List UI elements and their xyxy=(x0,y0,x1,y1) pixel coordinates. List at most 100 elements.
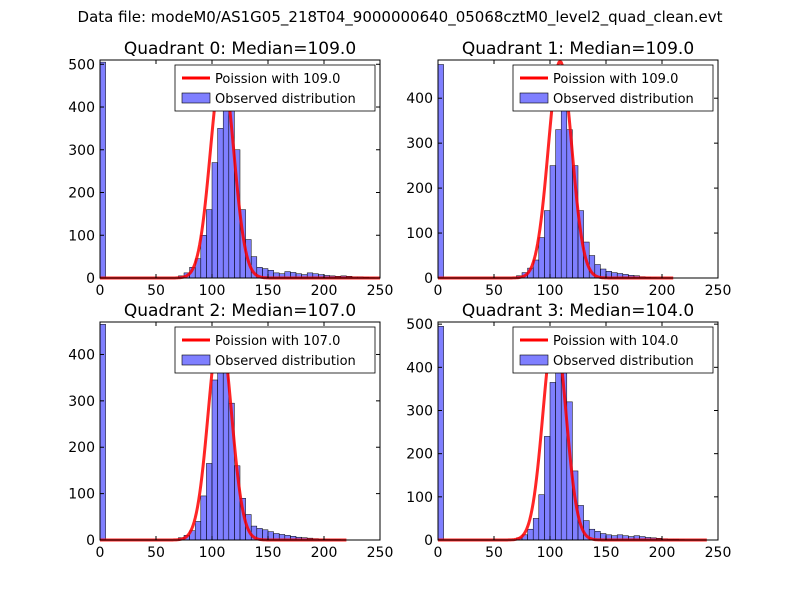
axes-frame xyxy=(437,321,719,541)
x-tick-label: 150 xyxy=(255,283,282,299)
legend: Poission with 109.0 Observed distribution xyxy=(512,64,714,112)
legend: Poission with 107.0 Observed distribution xyxy=(174,326,376,374)
y-tick-label: 300 xyxy=(406,403,433,419)
x-tick-label: 50 xyxy=(485,545,503,561)
histogram-bar xyxy=(532,518,540,541)
subplot-title: Quadrant 3: Median=104.0 xyxy=(462,301,694,321)
x-tick-label: 100 xyxy=(537,283,564,299)
histogram-bar xyxy=(538,494,545,541)
legend-poisson-label: Poission with 107.0 xyxy=(215,334,340,349)
histogram-bar xyxy=(99,61,106,279)
x-tick-label: 250 xyxy=(705,545,732,561)
histogram-bar xyxy=(544,436,551,541)
histogram-bar xyxy=(200,495,207,541)
axes-frame xyxy=(437,59,719,279)
quadrant-1-plot: Quadrant 1: Median=109.0 0 50 100 150 200 250 0… xyxy=(406,39,731,299)
y-tick-label: 100 xyxy=(406,490,433,506)
histogram-bar xyxy=(549,165,556,279)
histogram-bar xyxy=(555,129,562,279)
x-tick-label: 100 xyxy=(537,545,564,561)
histogram-bar xyxy=(206,463,213,541)
x-tick-label: 250 xyxy=(367,283,394,299)
histogram-bar xyxy=(217,128,224,279)
y-tick-label: 400 xyxy=(406,91,433,107)
histogram-bar xyxy=(527,528,534,541)
quadrant-3-plot: Quadrant 3: Median=104.0 0 50 100 150 200 250 0… xyxy=(406,301,731,561)
y-tick-label: 100 xyxy=(406,226,433,242)
subplot-title: Quadrant 2: Median=107.0 xyxy=(124,301,356,321)
x-tick-label: 100 xyxy=(199,283,226,299)
histogram-bar xyxy=(437,64,444,279)
x-tick-label: 50 xyxy=(485,283,503,299)
x-tick-label: 200 xyxy=(311,283,338,299)
subplot-title: Quadrant 0: Median=109.0 xyxy=(124,39,356,59)
y-tick-label: 400 xyxy=(68,100,95,116)
y-tick-label: 300 xyxy=(68,394,95,410)
x-tick-label: 0 xyxy=(96,283,105,299)
legend-poisson-label: Poission with 104.0 xyxy=(553,334,678,349)
y-tick-label: 400 xyxy=(68,347,95,363)
axes-frame xyxy=(99,59,381,279)
y-tick-label: 100 xyxy=(68,487,95,503)
y-tick-label: 200 xyxy=(68,186,95,202)
y-tick-label: 300 xyxy=(406,136,433,152)
x-tick-label: 200 xyxy=(311,545,338,561)
x-tick-label: 150 xyxy=(593,283,620,299)
legend-observed-swatch xyxy=(181,354,211,366)
x-tick-label: 200 xyxy=(649,283,676,299)
y-tick-label: 200 xyxy=(68,440,95,456)
quadrant-0-plot: Quadrant 0: Median=109.0 0 50 100 150 200 250 0… xyxy=(68,39,393,299)
histogram-bar xyxy=(538,237,545,279)
legend-poisson-label: Poission with 109.0 xyxy=(553,72,678,87)
x-tick-label: 50 xyxy=(147,545,165,561)
x-tick-label: 200 xyxy=(649,545,676,561)
x-tick-label: 150 xyxy=(255,545,282,561)
legend: Poission with 104.0 Observed distribution xyxy=(512,326,714,374)
legend-observed-label: Observed distribution xyxy=(553,92,694,107)
figure-title: Data file: modeM0/AS1G05_218T04_90000006… xyxy=(77,8,723,26)
legend-observed-label: Observed distribution xyxy=(215,92,356,107)
legend-observed-label: Observed distribution xyxy=(215,354,356,369)
histogram-bar xyxy=(99,324,106,541)
histogram-bar xyxy=(549,382,556,541)
legend-poisson-label: Poission with 109.0 xyxy=(215,72,340,87)
y-tick-label: 300 xyxy=(68,143,95,159)
histogram-bar xyxy=(211,379,218,541)
legend-observed-label: Observed distribution xyxy=(553,354,694,369)
x-tick-label: 0 xyxy=(434,283,443,299)
legend-box xyxy=(174,64,376,112)
x-tick-label: 100 xyxy=(199,545,226,561)
legend: Poission with 109.0 Observed distribution xyxy=(174,64,376,112)
y-tick-label: 500 xyxy=(68,57,95,73)
y-tick-label: 500 xyxy=(406,317,433,333)
y-tick-label: 200 xyxy=(406,181,433,197)
x-tick-label: 250 xyxy=(705,283,732,299)
histogram-bar xyxy=(211,162,218,279)
y-tick-label: 0 xyxy=(424,271,433,287)
legend-observed-swatch xyxy=(519,92,549,104)
quadrant-2-plot: Quadrant 2: Median=107.0 0 50 100 150 200 250 0… xyxy=(68,301,393,561)
legend-observed-swatch xyxy=(181,92,211,104)
histogram-bar xyxy=(437,326,444,541)
x-tick-label: 150 xyxy=(593,545,620,561)
y-tick-label: 0 xyxy=(86,533,95,549)
y-tick-label: 400 xyxy=(406,360,433,376)
y-tick-label: 100 xyxy=(68,228,95,244)
x-tick-label: 0 xyxy=(434,545,443,561)
x-tick-label: 250 xyxy=(367,545,394,561)
legend-observed-swatch xyxy=(519,354,549,366)
axes-frame xyxy=(99,321,381,541)
histogram-bar xyxy=(544,210,551,279)
histogram-bar xyxy=(194,521,202,541)
subplot-title: Quadrant 1: Median=109.0 xyxy=(462,39,694,59)
y-tick-label: 0 xyxy=(424,533,433,549)
x-tick-label: 50 xyxy=(147,283,165,299)
legend-box xyxy=(174,326,376,374)
x-tick-label: 0 xyxy=(96,545,105,561)
histogram-bar xyxy=(206,209,213,279)
legend-box xyxy=(512,326,714,374)
y-tick-label: 200 xyxy=(406,447,433,463)
legend-box xyxy=(512,64,714,112)
y-tick-label: 0 xyxy=(86,271,95,287)
